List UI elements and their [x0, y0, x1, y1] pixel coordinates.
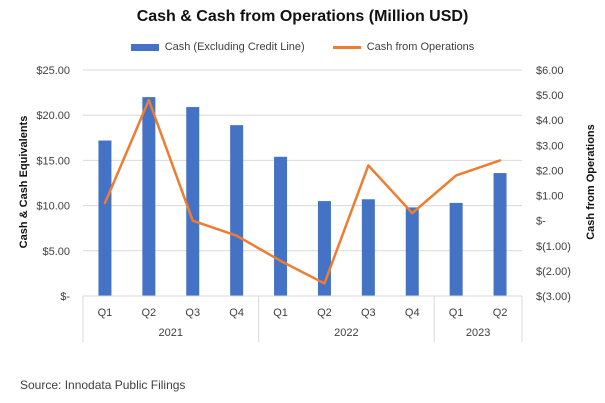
source-note: Source: Innodata Public Filings — [20, 378, 186, 392]
bar — [98, 140, 112, 296]
x-tick-label: Q4 — [229, 307, 244, 319]
y2-tick-label: $- — [536, 216, 546, 228]
x-tick-label: Q3 — [185, 307, 200, 319]
x-tick-label: Q2 — [142, 307, 157, 319]
y2-tick-label: $3.00 — [536, 140, 564, 152]
bar — [274, 156, 288, 296]
bar — [186, 107, 200, 297]
y2-tick-label: $4.00 — [536, 115, 564, 127]
x-tick-label: Q2 — [493, 307, 508, 319]
x-tick-label: Q3 — [361, 307, 376, 319]
y-tick-label: $5.00 — [42, 246, 70, 258]
bar — [361, 199, 375, 296]
year-label: 2023 — [466, 327, 490, 339]
bar — [405, 207, 419, 296]
y2-tick-label: $(2.00) — [536, 266, 571, 278]
y2-tick-label: $(1.00) — [536, 241, 571, 253]
bar — [449, 202, 463, 296]
y2-tick-label: $5.00 — [536, 90, 564, 102]
legend-label-cash: Cash (Excluding Credit Line) — [164, 41, 305, 53]
y-tick-label: $- — [60, 291, 70, 303]
bar — [142, 97, 156, 297]
y2-axis-label: Cash from Operations — [585, 124, 597, 240]
y2-tick-label: $6.00 — [536, 65, 564, 77]
gridlines — [83, 69, 522, 252]
operations-line — [103, 98, 502, 285]
y2-tick-label: $(3.00) — [536, 291, 571, 303]
y-axis-label: Cash & Cash Equivalents — [18, 116, 30, 249]
legend-swatch-operations — [332, 45, 361, 49]
x-tick-label: Q1 — [449, 307, 464, 319]
y-tick-label: $25.00 — [36, 65, 70, 77]
x-tick-label: Q1 — [98, 307, 113, 319]
bar — [493, 173, 507, 296]
legend: Cash (Excluding Credit Line) Cash from O… — [0, 41, 605, 53]
year-label: 2021 — [159, 327, 183, 339]
y2-tick-label: $2.00 — [536, 165, 564, 177]
x-tick-label: Q1 — [273, 307, 288, 319]
y-tick-label: $10.00 — [36, 201, 70, 213]
legend-label-operations: Cash from Operations — [366, 41, 475, 53]
year-label: 2022 — [334, 327, 358, 339]
y-tick-label: $20.00 — [36, 110, 70, 122]
bar-series — [98, 97, 507, 297]
y2-tick-label: $1.00 — [536, 191, 564, 203]
bar — [230, 125, 244, 296]
chart-title: Cash & Cash from Operations (Million USD… — [136, 8, 469, 25]
legend-item-cash: Cash (Excluding Credit Line) — [130, 41, 305, 53]
x-tick-label: Q2 — [317, 307, 332, 319]
legend-swatch-cash — [130, 43, 159, 51]
axes: $- $5.00 $10.00 $15.00 $20.00 $25.00 $(3.00) $(… — [36, 65, 571, 342]
x-tick-label: Q4 — [405, 307, 420, 319]
y-tick-label: $15.00 — [36, 155, 70, 167]
legend-item-operations: Cash from Operations — [332, 41, 475, 53]
line-series — [103, 98, 502, 285]
